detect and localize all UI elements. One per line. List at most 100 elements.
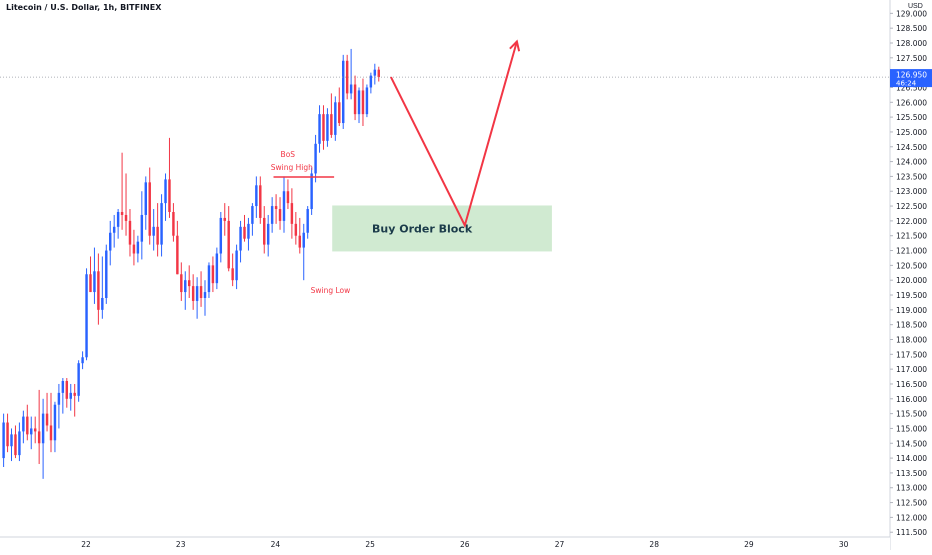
price-tick-label: 117.000 <box>896 365 927 374</box>
candle-body <box>172 211 175 236</box>
candle-body <box>18 431 21 456</box>
time-tick-label: 23 <box>176 540 186 549</box>
candle-body <box>338 102 341 124</box>
candle-body <box>97 271 100 310</box>
candle-body <box>105 250 108 298</box>
time-tick-label: 24 <box>271 540 281 549</box>
price-tick-label: 116.000 <box>896 395 927 404</box>
candle-body <box>330 114 333 135</box>
price-tick-label: 120.500 <box>896 261 927 270</box>
buy-order-block <box>332 205 552 252</box>
candle-body <box>195 286 199 301</box>
candle-body <box>377 69 380 78</box>
candle-body <box>357 90 361 115</box>
candle-body <box>77 363 80 396</box>
price-tick-label: 128.500 <box>896 24 927 33</box>
price-tick-label: 118.500 <box>896 321 927 330</box>
candle-body <box>33 428 37 432</box>
projection-path <box>390 41 518 229</box>
candle-body <box>89 274 92 293</box>
price-tick-label: 117.500 <box>896 350 927 359</box>
candle-body <box>361 90 365 115</box>
candle-body <box>203 292 207 298</box>
price-tick-label: 121.500 <box>896 232 927 241</box>
candle-body <box>326 114 329 141</box>
candle-body <box>373 69 377 76</box>
candle-body <box>302 232 305 248</box>
candle-body <box>136 241 140 254</box>
candle-body <box>345 60 349 94</box>
candle-body <box>116 211 120 227</box>
candle-body <box>187 280 191 287</box>
candle-body <box>49 425 53 441</box>
price-tick-label: 125.000 <box>896 128 927 137</box>
price-tick-label: 123.000 <box>896 187 927 196</box>
price-tick-label: 129.000 <box>896 9 927 18</box>
candle-body <box>231 268 234 281</box>
price-tick-label: 119.000 <box>896 306 927 315</box>
candle-body <box>349 84 353 94</box>
candle-body <box>369 75 373 88</box>
price-tick-label: 126.000 <box>896 98 927 107</box>
currency-label: USD <box>908 3 923 10</box>
candle-body <box>112 226 116 233</box>
price-tick-label: 119.500 <box>896 291 927 300</box>
candle-body <box>290 203 294 224</box>
price-tick-label: 112.000 <box>896 513 927 522</box>
bos-label: BoS <box>281 150 296 159</box>
candle-body <box>227 220 230 269</box>
last-price-countdown: 46:24 <box>896 80 917 88</box>
candle-body <box>6 422 9 447</box>
candle-body <box>2 422 5 459</box>
price-tick-label: 118.000 <box>896 335 927 344</box>
price-tick-label: 122.000 <box>896 217 927 226</box>
candle-body <box>41 413 45 444</box>
price-tick-label: 115.000 <box>896 424 927 433</box>
candle-body <box>124 214 128 221</box>
candle-body <box>199 286 203 298</box>
price-tick-label: 113.500 <box>896 469 927 478</box>
candle-body <box>132 244 136 254</box>
candle-body <box>239 226 242 251</box>
candle-body <box>278 209 282 221</box>
price-tick-label: 111.500 <box>896 528 927 537</box>
last-price-label: 126.950 <box>896 71 927 80</box>
candle-body <box>247 223 250 239</box>
candle-body <box>191 286 195 301</box>
time-tick-label: 29 <box>744 540 754 549</box>
time-tick-label: 26 <box>460 540 470 549</box>
candle-body <box>266 223 270 245</box>
swing-high-label: Swing High <box>271 163 313 172</box>
candle-body <box>22 416 25 432</box>
candle-body <box>30 428 33 435</box>
candle-body <box>184 280 187 293</box>
price-tick-label: 128.000 <box>896 39 927 48</box>
candle-body <box>255 185 258 207</box>
time-tick-label: 28 <box>649 540 659 549</box>
price-tick-label: 122.500 <box>896 202 927 211</box>
candle-body <box>10 434 13 447</box>
candle-body <box>53 404 57 441</box>
candle-body <box>148 182 151 236</box>
candle-body <box>282 191 286 221</box>
candle-body <box>298 235 302 248</box>
time-tick-label: 27 <box>555 540 565 549</box>
candle-body <box>314 143 317 174</box>
candle-body <box>334 102 337 135</box>
candle-body <box>93 271 96 293</box>
candle-body <box>306 209 309 233</box>
price-axis-background <box>890 0 932 550</box>
candle-body <box>274 206 278 210</box>
price-tick-label: 121.000 <box>896 247 927 256</box>
symbol-title: Litecoin / U.S. Dollar, 1h, BITFINEX <box>6 3 162 12</box>
candle-body <box>263 217 266 245</box>
price-tick-label: 115.500 <box>896 410 927 419</box>
swing-low-label: Swing Low <box>311 286 351 295</box>
candle-body <box>270 206 274 224</box>
time-tick-label: 30 <box>839 540 849 549</box>
candle-body <box>57 392 61 405</box>
candle-body <box>322 114 325 141</box>
candle-body <box>318 114 321 144</box>
